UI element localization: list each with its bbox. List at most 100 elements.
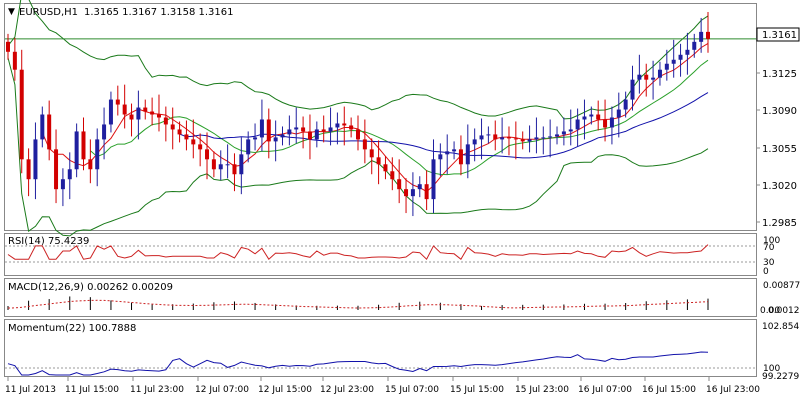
candle-body — [493, 134, 498, 140]
macd-scale-top: 0.00877 — [763, 281, 800, 291]
candle-body — [596, 114, 601, 120]
candle — [19, 49, 24, 174]
rsi-scale-100: 100 — [763, 236, 780, 246]
candle — [479, 118, 484, 160]
candle — [259, 99, 264, 152]
rsi-scale-70: 70 — [763, 243, 775, 253]
candle — [548, 119, 553, 158]
candle — [287, 115, 292, 146]
time-axis: 11 Jul 2013 11 Jul 15:00 11 Jul 23:00 12 Ju… — [5, 377, 760, 395]
candle — [609, 106, 614, 145]
x-tick-label: 15 Jul 07:00 — [385, 385, 439, 395]
candle-body — [671, 59, 676, 64]
candle-body — [527, 139, 532, 142]
candle-body — [74, 131, 79, 170]
candle — [596, 100, 601, 131]
symbol-label: EURUSD,H1 — [19, 7, 78, 18]
candle-body — [307, 131, 312, 140]
candle — [6, 33, 10, 60]
ma-fast-line — [41, 42, 709, 193]
candle — [156, 94, 161, 132]
candle-body — [438, 154, 443, 160]
candle-body — [191, 139, 196, 145]
price-tick: 1.2985 — [762, 218, 797, 229]
candle — [239, 137, 244, 195]
candle-body — [376, 157, 381, 165]
candle-body — [129, 114, 134, 120]
candle — [424, 170, 429, 211]
candle-body — [534, 137, 539, 140]
candle — [431, 139, 436, 214]
momentum-label: Momentum(22) 100.7888 — [8, 323, 136, 334]
candle — [198, 133, 203, 167]
candle-body — [500, 137, 505, 140]
candle-body — [280, 134, 285, 138]
candle — [356, 115, 360, 151]
candle-body — [12, 51, 17, 70]
candle-body — [102, 124, 107, 140]
current-price-label: 1.3161 — [762, 30, 797, 41]
candle — [143, 99, 148, 120]
candle — [589, 106, 594, 125]
candle-body — [651, 77, 656, 80]
momentum-scale-bottom: 99.2279 — [762, 372, 799, 382]
candle — [651, 60, 656, 100]
rsi-label: RSI(14) 75.4239 — [8, 236, 89, 247]
candle-body — [630, 79, 635, 100]
bollinger-lower-line — [7, 57, 709, 237]
candle — [376, 140, 381, 185]
x-tick-label: 16 Jul 07:00 — [578, 385, 632, 395]
price-tick: 1.3020 — [762, 181, 797, 192]
candle-body — [582, 116, 587, 120]
candle — [102, 107, 107, 160]
macd-scale-zero: 0.00 — [760, 306, 780, 316]
x-tick-label: 15 Jul 15:00 — [450, 385, 504, 395]
rsi-line — [7, 244, 709, 261]
candle — [671, 39, 676, 78]
candle — [163, 106, 168, 142]
candle — [486, 126, 491, 144]
candle-body — [506, 137, 511, 139]
x-tick-label: 11 Jul 2013 — [5, 385, 56, 395]
candle-body — [603, 119, 608, 128]
candle-body — [623, 99, 628, 110]
candle-body — [108, 99, 113, 125]
candle-body — [246, 139, 251, 155]
candle-body — [314, 129, 319, 140]
candle-body — [60, 179, 65, 190]
candle — [568, 109, 573, 146]
x-tick-label: 12 Jul 07:00 — [195, 385, 249, 395]
candle — [307, 114, 312, 160]
candle-body — [335, 123, 340, 128]
candle — [465, 124, 470, 179]
candle — [335, 112, 340, 145]
candle — [95, 128, 100, 187]
candle — [362, 119, 367, 164]
candle-body — [294, 127, 299, 130]
candle — [637, 54, 642, 94]
x-tick-label: 15 Jul 23:00 — [515, 385, 569, 395]
candle-body — [664, 63, 669, 70]
candle — [81, 117, 86, 171]
candle — [88, 139, 93, 184]
candle-body — [369, 149, 374, 158]
macd-label: MACD(12,26,9) 0.00262 0.00209 — [8, 282, 173, 293]
candle — [404, 178, 409, 214]
candle — [54, 129, 59, 204]
candle-body — [342, 123, 347, 126]
candle-body — [513, 138, 518, 140]
chart-dropdown-icon[interactable]: ▼ — [8, 7, 15, 17]
current-price-box — [756, 27, 800, 42]
candle — [472, 128, 477, 162]
candle-body — [115, 99, 120, 105]
momentum-line — [7, 351, 709, 376]
candle-body — [616, 109, 621, 118]
candle-body — [273, 137, 278, 142]
rsi-panel-frame — [4, 233, 757, 276]
candle-body — [163, 117, 168, 125]
momentum-panel-frame — [4, 319, 757, 377]
candle-body — [321, 129, 326, 132]
candle-body — [177, 129, 182, 135]
candle — [74, 123, 79, 178]
candle — [33, 122, 38, 200]
